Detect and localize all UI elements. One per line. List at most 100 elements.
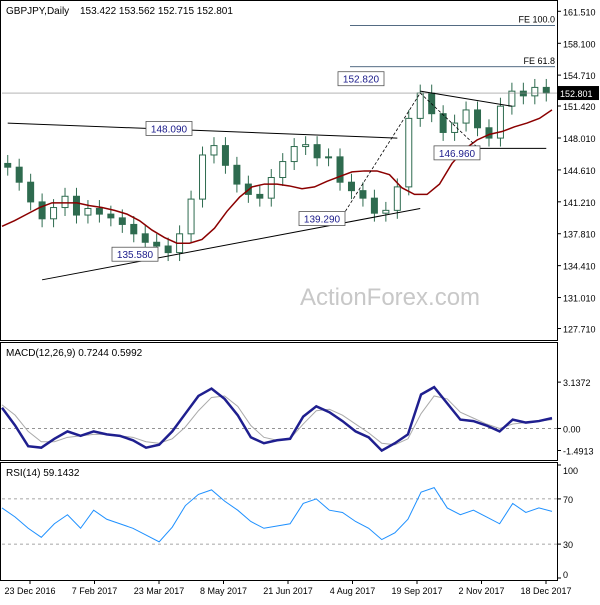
candle-body xyxy=(210,145,218,156)
price-panel-frame xyxy=(0,0,558,341)
price-level-label: 146.960 xyxy=(439,149,476,160)
candle-body xyxy=(462,109,470,124)
candle-body xyxy=(130,223,138,235)
rsi-panel-frame xyxy=(0,462,558,581)
candle-body xyxy=(519,90,527,97)
date-x-axis: 23 Dec 2016 7 Feb 2017 23 Mar 2017 8 May 20… xyxy=(4,580,572,596)
annotation-layer: 152.820 148.090 146.960 139.290 135.580 xyxy=(111,71,481,262)
candle-body xyxy=(199,154,207,200)
price-axis-label: 158.100 xyxy=(563,39,596,49)
date-axis-label: 23 Dec 2016 xyxy=(4,586,55,596)
candle-body xyxy=(302,144,310,148)
candle-body xyxy=(336,156,344,183)
price-level-label: 139.290 xyxy=(304,215,341,226)
candle-body xyxy=(267,177,275,199)
date-axis-label: 4 Aug 2017 xyxy=(330,586,376,596)
rsi-axis-label: 70 xyxy=(563,495,573,505)
price-axis-label: 131.010 xyxy=(563,294,596,304)
candle-body xyxy=(290,146,298,163)
channel-upper-line xyxy=(420,90,512,107)
fe-level-label: FE 61.8 xyxy=(523,56,555,66)
moving-average-line xyxy=(1,109,553,244)
macd-layer: 3.1372 0.00 -1.4913 xyxy=(0,378,594,456)
candle-body xyxy=(279,161,287,179)
candle-body xyxy=(474,109,482,129)
candle-body xyxy=(439,113,447,133)
candle-body xyxy=(382,209,390,214)
macd-panel-frame xyxy=(0,342,558,461)
price-level-box xyxy=(145,121,193,136)
price-axis-label: 144.610 xyxy=(563,166,596,176)
candle-body xyxy=(221,145,229,166)
price-level-label: 135.580 xyxy=(117,250,154,261)
candle-body xyxy=(164,245,172,254)
candle-body xyxy=(451,122,459,133)
candle-body xyxy=(95,207,103,215)
candle-body xyxy=(15,166,23,183)
candle-body xyxy=(187,198,195,235)
macd-title: MACD(12,26,9) 0.7244 0.5992 xyxy=(6,348,143,359)
price-level-box xyxy=(111,246,159,262)
candle-body xyxy=(118,217,126,225)
macd-axis-label: 0.00 xyxy=(563,424,581,434)
price-title: GBPJPY,Daily xyxy=(6,6,69,17)
candle-body xyxy=(233,164,241,185)
price-axis-label: 134.410 xyxy=(563,262,596,272)
date-axis-label: 8 May 2017 xyxy=(200,586,247,596)
price-level-label: 148.090 xyxy=(151,124,188,135)
ohlc-readout: 153.422 153.562 152.715 152.801 xyxy=(80,6,233,17)
candle-body xyxy=(542,86,550,94)
candle-body xyxy=(393,186,401,211)
candle-body xyxy=(50,207,58,220)
fe-level-label: FE 100.0 xyxy=(518,14,555,24)
candle-body xyxy=(370,197,378,214)
retrace-dashed-line xyxy=(419,92,478,148)
price-level-label: 152.820 xyxy=(343,75,380,86)
price-level-box xyxy=(337,71,385,87)
candle-body xyxy=(428,92,436,115)
candle-body xyxy=(359,190,367,199)
date-axis-label: 7 Feb 2017 xyxy=(72,586,118,596)
date-axis-label: 18 Dec 2017 xyxy=(520,586,571,596)
date-axis-label: 2 Nov 2017 xyxy=(458,586,504,596)
price-level-box xyxy=(433,145,481,161)
macd-line xyxy=(0,385,553,453)
candle-body xyxy=(107,213,115,219)
watermark: ActionForex.com xyxy=(300,284,480,311)
support-trendline xyxy=(42,207,421,281)
candles-layer xyxy=(4,78,550,262)
price-level-box xyxy=(298,211,346,226)
macd-axis-label: -1.4913 xyxy=(563,446,594,456)
rsi-title: RSI(14) 59.1432 xyxy=(6,468,80,479)
candle-body xyxy=(313,144,321,159)
date-axis-label: 21 Jun 2017 xyxy=(263,586,313,596)
candle-body xyxy=(153,241,161,247)
price-y-axis: 161.510 158.100 154.710 151.420 148.010 144.6… xyxy=(557,7,596,335)
candle-body xyxy=(485,127,493,139)
price-axis-label: 127.710 xyxy=(563,325,596,335)
price-axis-label: 137.810 xyxy=(563,230,596,240)
date-axis-label: 23 Mar 2017 xyxy=(134,586,185,596)
rsi-axis-label: 30 xyxy=(563,540,573,550)
candle-body xyxy=(256,193,264,199)
current-price-text: 152.801 xyxy=(560,89,593,99)
candle-body xyxy=(347,181,355,192)
price-axis-label: 154.710 xyxy=(563,71,596,81)
current-price-tag xyxy=(557,86,599,101)
candle-body xyxy=(72,195,80,216)
candle-body xyxy=(4,162,12,168)
price-axis-label: 151.420 xyxy=(563,102,596,112)
rsi-axis-label: 100 xyxy=(563,466,578,476)
candle-body xyxy=(405,117,413,188)
candle-body xyxy=(61,195,69,209)
price-axis-label: 141.210 xyxy=(563,198,596,208)
rsi-layer: 100 70 30 0 xyxy=(1,464,578,580)
resistance-trendline xyxy=(7,122,398,139)
candle-body xyxy=(508,90,516,107)
candle-body xyxy=(38,201,46,220)
price-axis-label: 161.510 xyxy=(563,7,596,17)
candle-body xyxy=(531,86,539,97)
macd-axis-label: 3.1372 xyxy=(563,378,591,388)
candle-body xyxy=(84,207,92,216)
